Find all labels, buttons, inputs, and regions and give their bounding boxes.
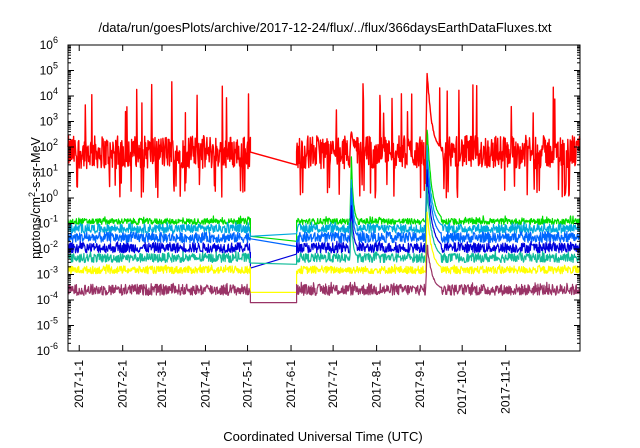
y-tick-label: 10-4: [37, 290, 58, 307]
series-line: [67, 144, 581, 237]
x-axis: 2017-1-1 2017-2-1 2017-3-1 2017-4-1 2017-5-1…: [72, 45, 513, 415]
x-tick-label: 2017-11-1: [499, 360, 513, 414]
y-tick-label: 10-2: [37, 239, 58, 256]
series-layer: [67, 72, 581, 304]
series-line: [67, 211, 581, 293]
y-tick-label: 10-1: [37, 214, 58, 231]
series-line: [67, 72, 581, 199]
series-line: [67, 129, 581, 242]
chart-title: /data/run/goesPlots/archive/2017-12-24/f…: [98, 20, 551, 35]
y-axis: 10-6 10-5 10-4 10-3 10-2 10-1 100 101 102 103 104 1…: [37, 35, 580, 358]
y-tick-label: 102: [40, 137, 58, 154]
x-tick-label: 2017-1-1: [72, 360, 86, 408]
x-tick-label: 2017-9-1: [413, 360, 427, 408]
x-tick-label: 2017-4-1: [198, 360, 212, 408]
y-tick-label: 10-3: [37, 265, 58, 282]
y-tick-label: 103: [40, 112, 58, 129]
series-line: [67, 160, 581, 248]
y-tick-label: 101: [40, 163, 58, 180]
x-tick-label: 2017-6-1: [284, 360, 298, 408]
series-line: [67, 186, 581, 265]
x-tick-label: 2017-7-1: [326, 360, 340, 408]
x-tick-label: 2017-10-1: [455, 360, 469, 415]
x-tick-label: 2017-5-1: [241, 360, 255, 408]
x-tick-label: 2017-2-1: [116, 360, 130, 408]
series-line: [67, 244, 581, 304]
y-tick-label: 106: [40, 35, 58, 52]
y-tick-label: 105: [40, 61, 58, 78]
y-axis-label: protons/cm2-s-sr-MeV: [27, 136, 43, 258]
y-tick-label: 100: [40, 188, 58, 205]
x-axis-label: Coordinated Universal Time (UTC): [223, 429, 422, 444]
plot-frame: [67, 44, 581, 352]
x-tick-label: 2017-3-1: [155, 360, 169, 408]
y-tick-label: 104: [40, 86, 58, 103]
series-line: [67, 169, 581, 269]
y-tick-label: 10-5: [37, 316, 58, 333]
y-tick-label: 10-6: [37, 341, 58, 358]
x-tick-label: 2017-8-1: [370, 360, 384, 408]
